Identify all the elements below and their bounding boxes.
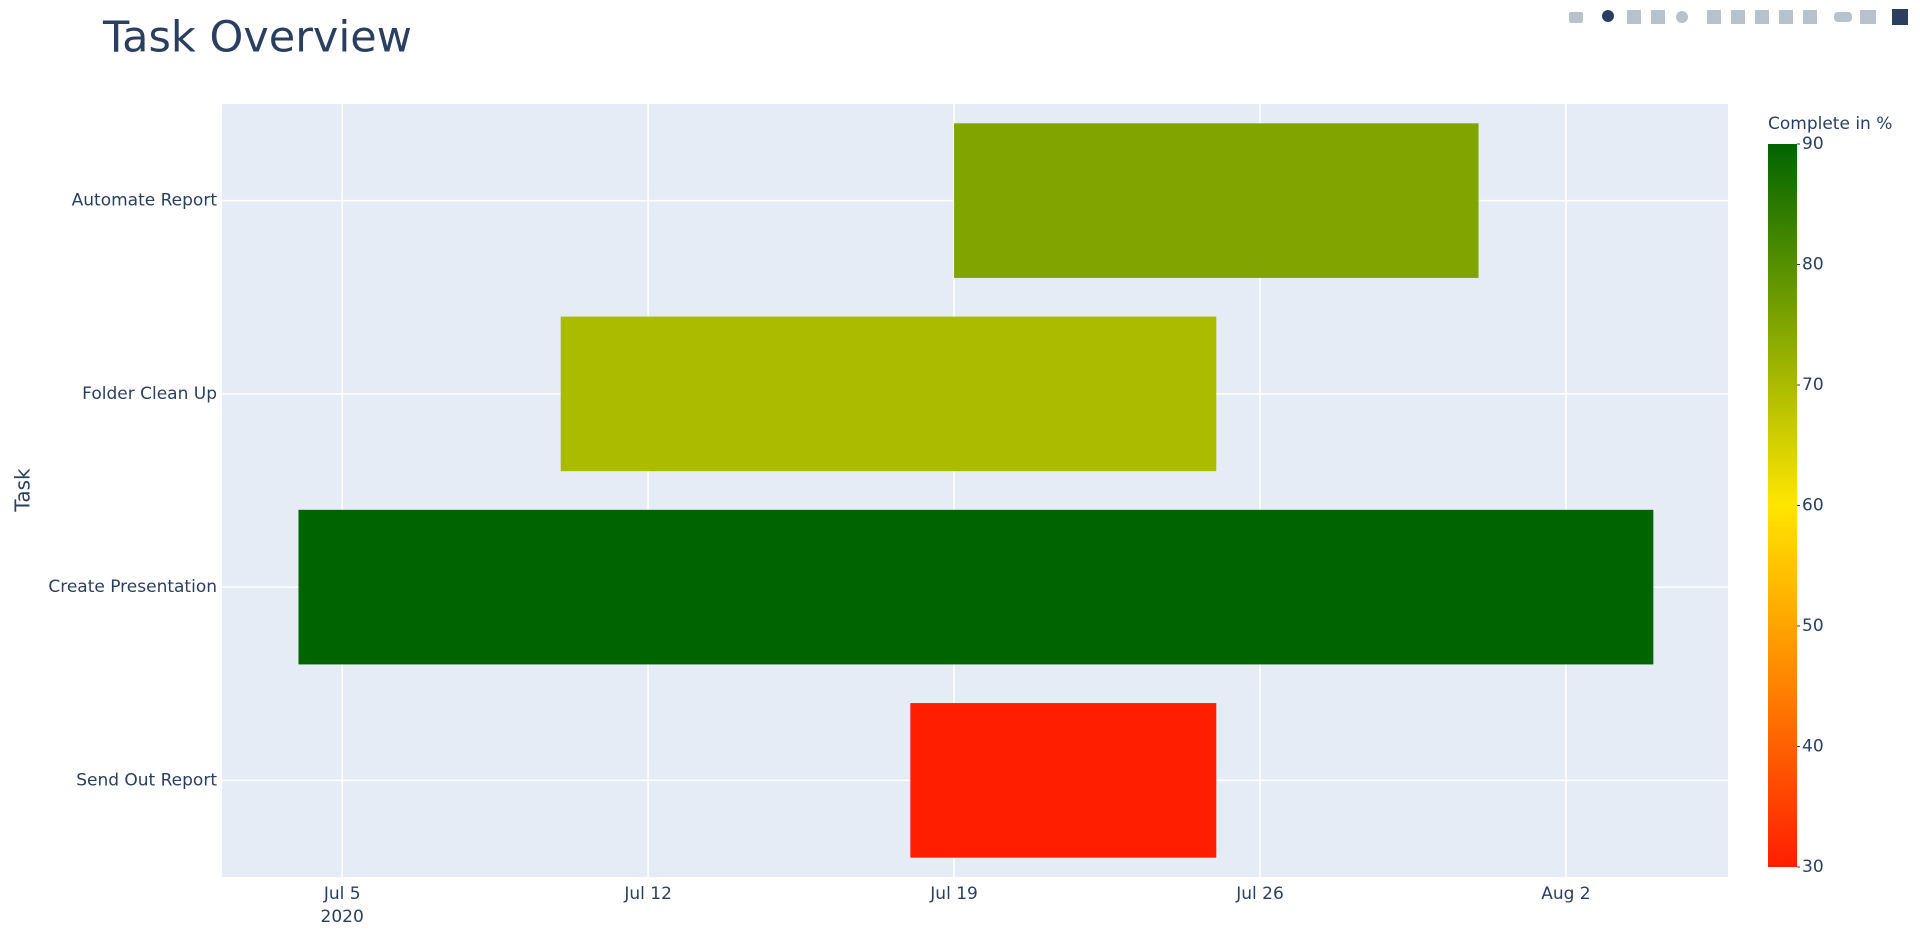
y-tick-label: Send Out Report bbox=[76, 770, 217, 790]
colorbar bbox=[1768, 144, 1797, 867]
modebar-logo[interactable] bbox=[1892, 9, 1908, 25]
modebar-button[interactable] bbox=[1627, 10, 1641, 24]
chart-title: Task Overview bbox=[102, 13, 412, 63]
x-tick-label: Jul 19 bbox=[929, 884, 978, 904]
task-bar bbox=[910, 703, 1217, 858]
x-tick-label: Aug 2 bbox=[1541, 884, 1590, 904]
task-bar bbox=[954, 123, 1479, 278]
y-tick-label: Create Presentation bbox=[48, 577, 217, 597]
x-tick-label: Jul 26 bbox=[1235, 884, 1284, 904]
colorbar-tick-label: 40 bbox=[1802, 737, 1824, 757]
modebar-button[interactable] bbox=[1755, 10, 1769, 24]
colorbar-tick-label: 60 bbox=[1802, 496, 1824, 516]
colorbar-tick-label: 70 bbox=[1802, 375, 1824, 395]
y-tick-label: Folder Clean Up bbox=[82, 384, 217, 404]
colorbar-title: Complete in % bbox=[1768, 114, 1892, 134]
task-bar bbox=[560, 316, 1217, 472]
modebar bbox=[1569, 9, 1908, 25]
modebar-button[interactable] bbox=[1651, 10, 1665, 24]
colorbar-tick-label: 90 bbox=[1802, 134, 1824, 154]
modebar-button[interactable] bbox=[1676, 11, 1688, 23]
modebar-button[interactable] bbox=[1860, 10, 1876, 24]
modebar-button[interactable] bbox=[1731, 10, 1745, 24]
colorbar-tick-label: 50 bbox=[1802, 616, 1824, 636]
modebar-button[interactable] bbox=[1569, 12, 1583, 23]
task-bar bbox=[298, 509, 1654, 665]
x-tick-label: Jul 12 bbox=[623, 884, 672, 904]
y-tick-label: Automate Report bbox=[72, 191, 218, 211]
modebar-button[interactable] bbox=[1834, 12, 1852, 22]
x-tick-year: 2020 bbox=[321, 907, 364, 927]
modebar-button[interactable] bbox=[1803, 10, 1817, 24]
modebar-button[interactable] bbox=[1707, 10, 1721, 24]
colorbar-tick-label: 80 bbox=[1802, 255, 1824, 275]
x-tick-label: Jul 5 bbox=[323, 884, 361, 904]
y-axis-title: Task bbox=[11, 468, 35, 513]
colorbar-tick-label: 30 bbox=[1802, 857, 1824, 877]
modebar-button[interactable] bbox=[1779, 10, 1793, 24]
modebar-button[interactable] bbox=[1602, 10, 1614, 22]
